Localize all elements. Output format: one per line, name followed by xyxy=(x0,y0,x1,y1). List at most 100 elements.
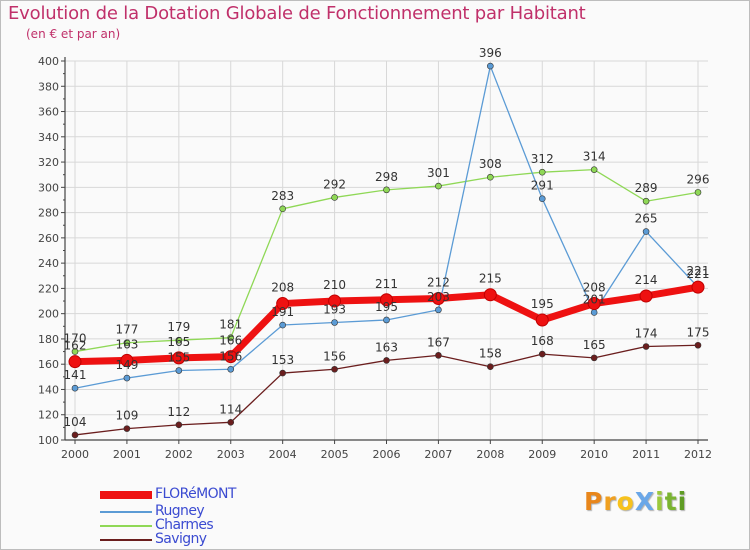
data-point-flormont-2006 xyxy=(380,293,393,307)
data-point-flormont-2004 xyxy=(276,297,290,311)
y-tick-label-100: 100 xyxy=(38,434,59,447)
data-label-rugney-2000: 141 xyxy=(64,368,87,382)
data-label-flormont-2011: 214 xyxy=(635,273,658,287)
data-label-charmes-2002: 179 xyxy=(167,320,190,334)
data-label-charmes-2000: 170 xyxy=(64,332,87,346)
data-point-rugney-2005 xyxy=(331,319,338,326)
data-point-rugney-2008 xyxy=(487,62,494,70)
data-point-savigny-2006 xyxy=(383,357,390,364)
data-point-flormont-2001 xyxy=(120,353,134,367)
data-label-rugney-2007: 203 xyxy=(427,290,450,304)
data-label-flormont-2004: 208 xyxy=(271,281,294,295)
legend-label-savigny: Savigny xyxy=(155,531,207,547)
data-label-flormont-2009: 195 xyxy=(531,297,554,311)
data-point-savigny-2000 xyxy=(71,431,79,439)
x-tick-label-2005: 2005 xyxy=(321,448,349,461)
data-label-flormont-2007: 212 xyxy=(427,276,450,290)
legend-label-rugney: Rugney xyxy=(155,503,205,519)
data-label-charmes-2008: 308 xyxy=(479,157,502,171)
chart-title: Evolution de la Dotation Globale de Fonc… xyxy=(8,3,586,24)
data-label-savigny-2009: 168 xyxy=(531,334,554,348)
data-point-savigny-2009 xyxy=(538,350,546,358)
data-label-savigny-2003: 114 xyxy=(219,402,242,416)
logo-letter: o xyxy=(616,487,635,516)
data-point-charmes-2011 xyxy=(642,197,650,205)
data-point-charmes-2003 xyxy=(227,334,235,341)
data-point-charmes-2010 xyxy=(590,166,598,173)
y-tick-label-140: 140 xyxy=(38,383,59,396)
data-label-rugney-2012: 221 xyxy=(687,267,710,281)
x-tick-label-2010: 2010 xyxy=(580,448,608,461)
data-point-flormont-2003 xyxy=(224,350,238,364)
data-point-charmes-2001 xyxy=(123,339,131,347)
data-label-flormont-2012: 221 xyxy=(687,264,710,278)
x-tick-label-2012: 2012 xyxy=(684,448,712,461)
data-point-rugney-2000 xyxy=(71,384,79,392)
y-tick-label-200: 200 xyxy=(38,308,59,321)
data-point-rugney-2006 xyxy=(383,316,390,324)
proxiti-logo: ProXiti xyxy=(584,487,687,516)
data-point-charmes-2002 xyxy=(175,336,183,344)
series-group xyxy=(68,62,705,439)
logo-letter: r xyxy=(603,487,617,516)
x-tick-label-2006: 2006 xyxy=(373,448,401,461)
data-label-flormont-2008: 215 xyxy=(479,272,502,286)
data-label-savigny-2000: 104 xyxy=(64,415,87,429)
legend-swatch-charmes xyxy=(100,525,152,527)
data-point-savigny-2011 xyxy=(642,343,650,350)
data-point-savigny-2001 xyxy=(123,425,131,432)
y-tick-label-180: 180 xyxy=(38,333,59,346)
data-label-rugney-2001: 149 xyxy=(115,358,138,372)
data-label-rugney-2010: 201 xyxy=(583,292,606,306)
logo-letter: P xyxy=(584,487,604,516)
data-label-rugney-2003: 156 xyxy=(219,349,242,363)
legend-swatch-floremont xyxy=(100,491,152,499)
y-tick-label-360: 360 xyxy=(38,106,59,119)
data-point-charmes-2000 xyxy=(71,348,79,355)
y-tick-label-120: 120 xyxy=(38,409,59,422)
legend-label-floremont: FLORéMONT xyxy=(155,486,236,502)
data-label-rugney-2006: 195 xyxy=(375,300,398,314)
x-tick-label-2009: 2009 xyxy=(528,448,556,461)
data-label-savigny-2005: 156 xyxy=(323,349,346,363)
logo-letter: t xyxy=(664,487,678,516)
data-label-flormont-2001: 163 xyxy=(115,337,138,351)
data-point-charmes-2009 xyxy=(538,168,546,176)
data-labels: 104 109 112 114 153 156 163 167 158 168 165 174 175 1… xyxy=(64,46,710,429)
data-label-flormont-2005: 210 xyxy=(323,278,346,292)
data-point-charmes-2008 xyxy=(487,173,494,181)
data-point-rugney-2007 xyxy=(435,306,442,314)
data-point-flormont-2005 xyxy=(328,294,342,308)
data-point-flormont-2011 xyxy=(639,289,653,303)
y-tick-label-320: 320 xyxy=(38,156,59,169)
data-label-flormont-2006: 211 xyxy=(375,277,398,291)
data-point-flormont-2010 xyxy=(587,297,601,311)
data-label-savigny-2007: 167 xyxy=(427,335,450,349)
data-label-savigny-2010: 165 xyxy=(583,338,606,352)
data-point-flormont-2012 xyxy=(691,280,705,294)
data-point-savigny-2008 xyxy=(487,363,494,371)
x-tick-label-2000: 2000 xyxy=(61,448,89,461)
y-tick-label-260: 260 xyxy=(38,232,59,245)
logo-letter: i xyxy=(655,487,665,516)
data-label-flormont-2000: 162 xyxy=(64,339,87,353)
data-label-rugney-2005: 193 xyxy=(323,303,346,317)
logo-letter: X xyxy=(634,487,656,516)
x-tick-label-2003: 2003 xyxy=(217,448,245,461)
x-tick-label-2002: 2002 xyxy=(165,448,193,461)
data-label-rugney-2009: 291 xyxy=(531,179,554,193)
y-tick-label-380: 380 xyxy=(38,80,59,93)
data-point-savigny-2003 xyxy=(227,419,235,426)
data-point-charmes-2007 xyxy=(435,182,442,190)
data-label-flormont-2002: 165 xyxy=(167,335,190,349)
data-point-rugney-2011 xyxy=(642,228,650,235)
legend-label-charmes: Charmes xyxy=(155,517,214,533)
data-point-rugney-2004 xyxy=(279,321,286,329)
data-point-savigny-2010 xyxy=(590,354,598,362)
data-label-charmes-2004: 283 xyxy=(271,189,294,203)
data-point-savigny-2004 xyxy=(279,369,286,377)
data-point-savigny-2005 xyxy=(331,365,338,373)
data-point-rugney-2002 xyxy=(175,367,183,374)
